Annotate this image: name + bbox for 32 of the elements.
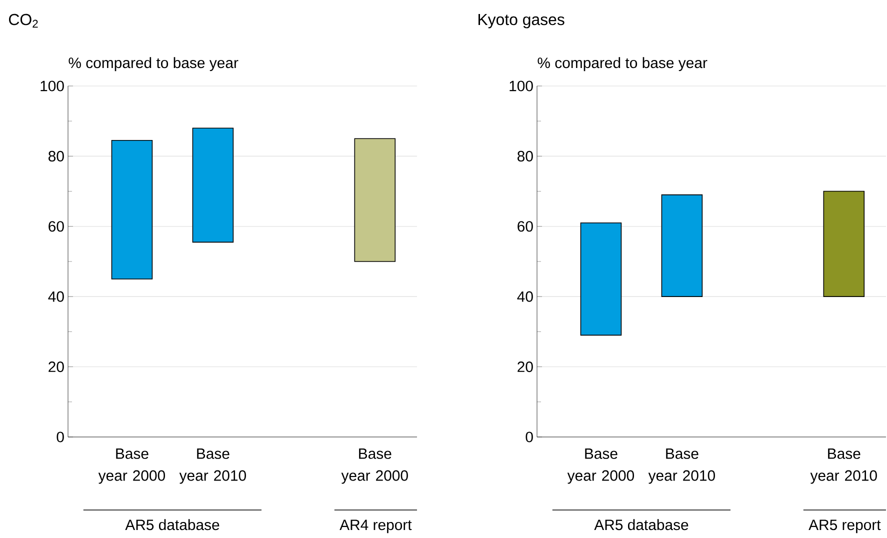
x-tick-label: Base year 2010: [810, 448, 877, 484]
x-tick-label: Base year 2010: [648, 448, 715, 484]
y-tick-label: 100: [40, 80, 64, 92]
x-tick-label: Base year 2010: [179, 448, 246, 484]
y-tick-label: 100: [510, 80, 533, 92]
bar: [192, 128, 234, 243]
text: AR5 report: [808, 520, 881, 534]
y-tick-label: 40: [517, 291, 533, 302]
y-tick-label: 80: [48, 150, 64, 162]
bar: [661, 194, 703, 297]
y-tick-label: 20: [48, 361, 64, 372]
text: AR4 report: [340, 520, 412, 534]
y-axis-title: % compared to base year: [68, 57, 238, 72]
y-tick-label: 60: [48, 221, 64, 232]
y-axis-title: % compared to base year: [538, 57, 708, 72]
y-tick-label: 80: [518, 150, 533, 162]
y-tick-label: 40: [48, 291, 64, 302]
chart-title: Kyoto gases: [478, 14, 564, 28]
bar: [354, 138, 396, 262]
bar: [823, 190, 865, 297]
text: AR5 database: [594, 519, 688, 530]
y-tick-label: 20: [518, 361, 533, 372]
y-tick-label: 0: [526, 432, 533, 442]
text: AR5 database: [125, 519, 220, 530]
bar: [111, 140, 153, 280]
chart-title: CO$_{2}$: [9, 14, 38, 28]
bar: [580, 222, 622, 336]
y-tick-label: 0: [56, 432, 64, 442]
x-tick-label: Base year 2000: [341, 448, 408, 484]
y-tick-label: 60: [518, 221, 533, 232]
x-tick-label: Base year 2000: [567, 448, 634, 484]
x-tick-label: Base year 2000: [98, 448, 166, 484]
